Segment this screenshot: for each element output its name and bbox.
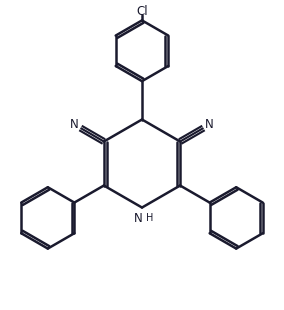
Text: N: N <box>134 212 143 225</box>
Text: H: H <box>146 213 153 223</box>
Text: N: N <box>70 118 79 131</box>
Text: N: N <box>205 118 214 131</box>
Text: Cl: Cl <box>136 5 148 17</box>
